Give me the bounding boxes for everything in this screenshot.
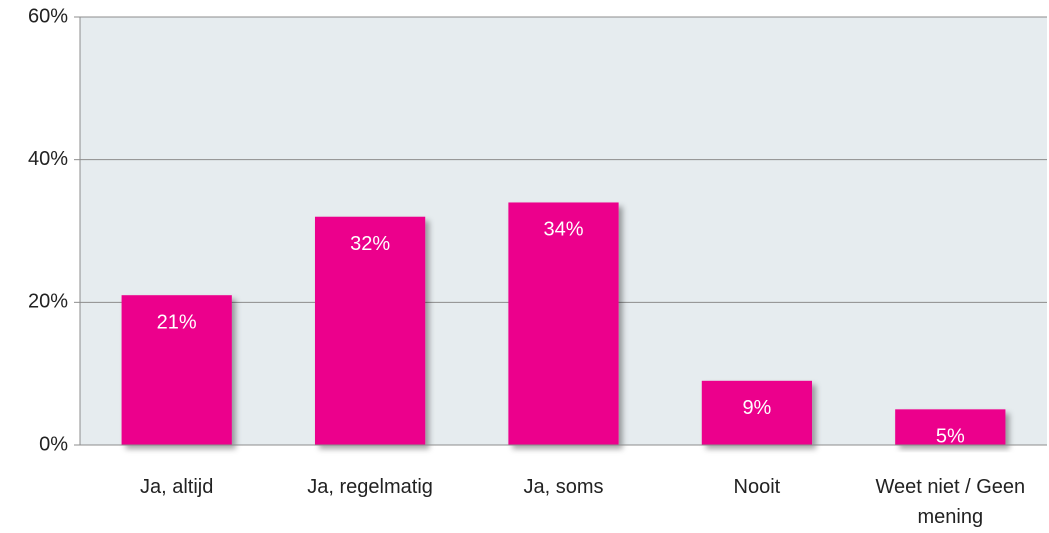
x-tick-label-box: Weet niet / Geen mening [875,476,1026,528]
value-label: 5% [936,426,965,448]
value-label: 34% [543,219,583,241]
y-tick-label: 0% [39,433,68,455]
bar [121,295,232,445]
bar [508,202,619,445]
bar [314,216,426,445]
y-tick-label: 40% [28,148,68,170]
x-tick-label: Ja, regelmatig [307,476,433,498]
x-tick-label: Weet niet / Geen mening [875,476,1026,528]
x-tick-label-box: Ja, regelmatig [307,476,433,498]
y-tick-label: 20% [28,291,68,313]
x-tick-label: Ja, soms [523,476,604,498]
x-tick-label: Nooit [733,476,781,498]
x-tick-label-box: Ja, altijd [140,476,214,498]
value-label: 9% [742,397,771,419]
x-tick-label: Ja, altijd [140,476,214,498]
value-label: 21% [157,311,197,333]
bar [701,380,813,445]
y-tick-label: 60% [28,5,68,27]
x-tick-label-box: Nooit [733,476,781,498]
x-tick-label-box: Ja, soms [523,476,604,498]
value-label: 32% [350,233,390,255]
bar [895,409,1006,445]
